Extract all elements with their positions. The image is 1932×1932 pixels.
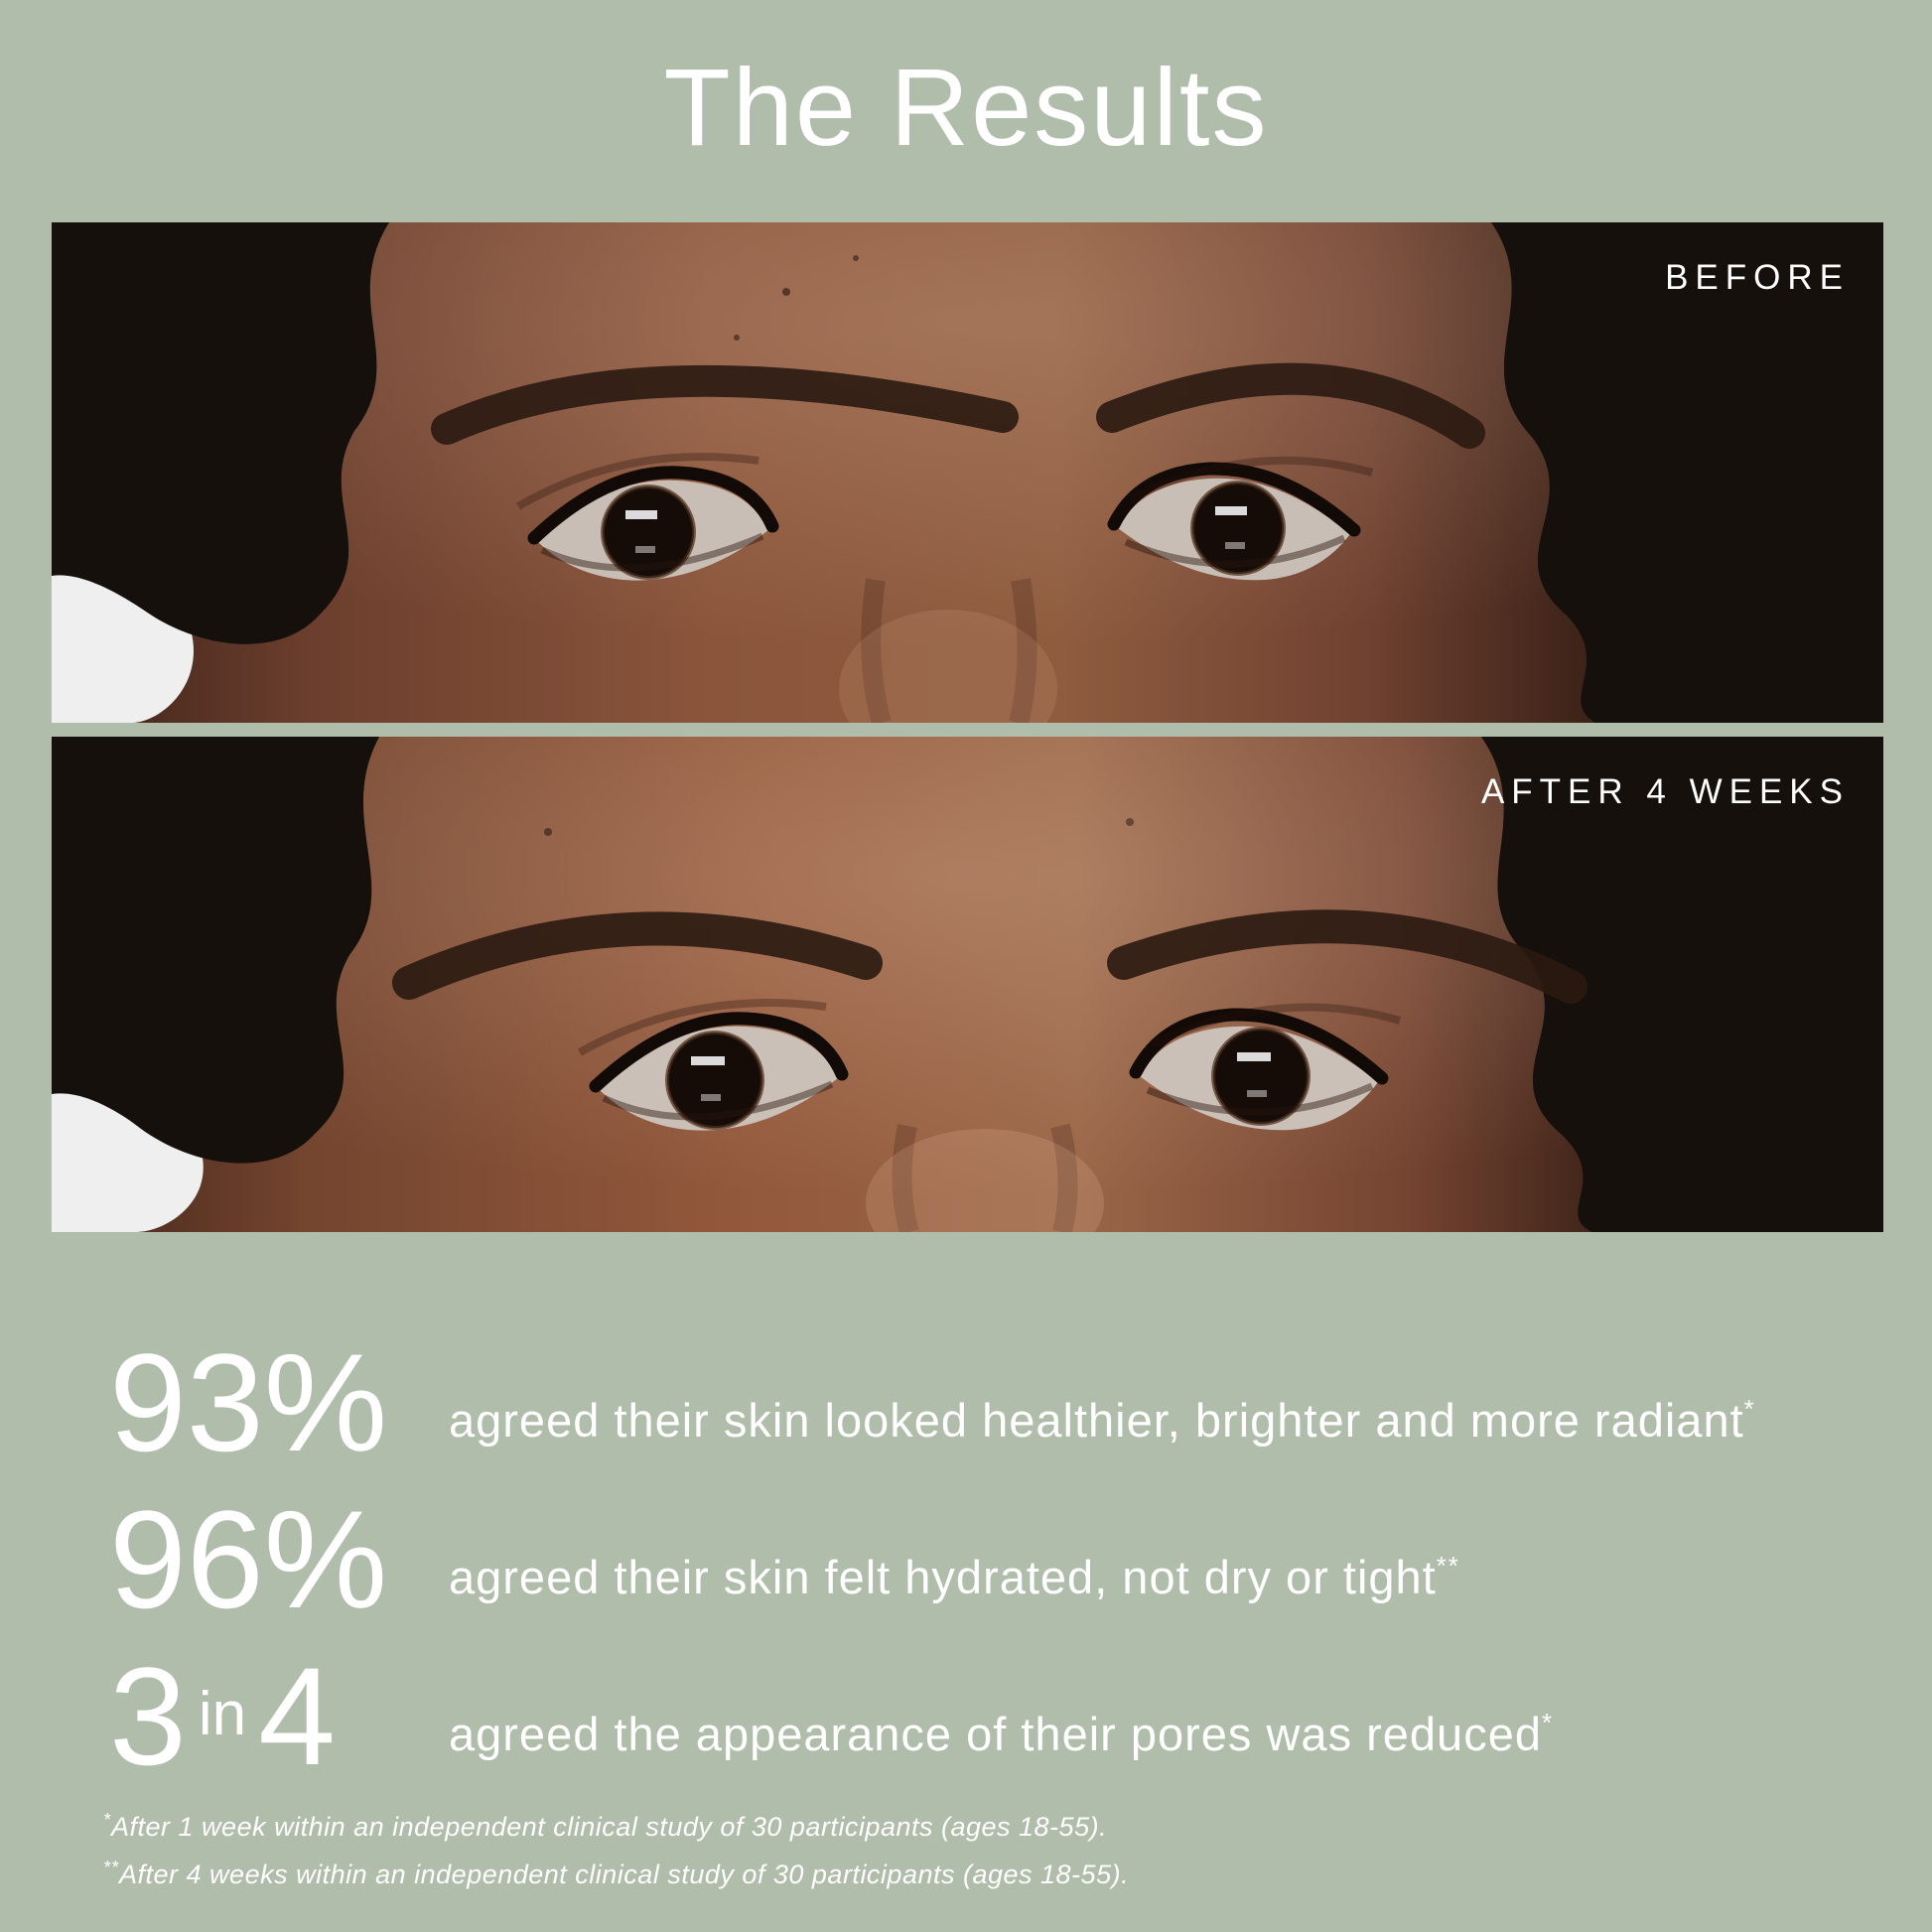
hair-right	[1481, 737, 1883, 1232]
stat-value: 96%	[109, 1479, 437, 1640]
footnotes-section: *After 1 week within an independent clin…	[103, 1805, 1129, 1900]
footnote-1: *After 1 week within an independent clin…	[103, 1805, 1129, 1853]
left-eye	[515, 453, 779, 581]
freckle	[782, 288, 790, 296]
stat-description-text: agreed the appearance of their pores was…	[449, 1708, 1542, 1760]
after-photo	[52, 737, 1883, 1232]
right-eyebrow	[1107, 909, 1587, 1004]
stat-row-hydrated-skin: 96% agreed their skin felt hydrated, not…	[109, 1479, 1857, 1637]
footnote-text: After 1 week within an independent clini…	[111, 1812, 1108, 1842]
right-eye	[1107, 456, 1374, 581]
stat-value: 93%	[109, 1322, 437, 1483]
stat-description-text: agreed their skin felt hydrated, not dry…	[449, 1551, 1437, 1603]
left-eyebrow	[392, 911, 883, 1000]
stat-number: 93%	[109, 1324, 388, 1480]
footnote-reference: *	[1743, 1395, 1756, 1424]
hair-left	[52, 222, 389, 644]
left-eyebrow	[431, 364, 1019, 445]
before-photo-panel: BEFORE	[52, 222, 1883, 723]
right-eyebrow	[1096, 362, 1485, 449]
footnote-2: **After 4 weeks within an independent cl…	[103, 1853, 1129, 1900]
before-photo	[52, 222, 1883, 723]
after-label: AFTER 4 WEEKS	[1480, 772, 1850, 811]
freckle	[1126, 818, 1134, 826]
before-label: BEFORE	[1665, 258, 1850, 297]
footnote-marker: **	[103, 1858, 120, 1877]
stats-section: 93% agreed their skin looked healthier, …	[109, 1322, 1857, 1794]
stat-row-pores-reduced: 3 in4 agreed the appearance of their pore…	[109, 1636, 1857, 1794]
stat-row-healthier-skin: 93% agreed their skin looked healthier, …	[109, 1322, 1857, 1480]
page-title: The Results	[663, 47, 1269, 169]
nose-shadow-right	[1009, 578, 1037, 723]
freckle	[853, 255, 859, 261]
stat-number: 3	[109, 1638, 187, 1794]
footnote-marker: *	[103, 1810, 112, 1830]
footnote-reference: **	[1436, 1552, 1460, 1581]
stat-description: agreed their skin looked healthier, brig…	[437, 1393, 1756, 1448]
hair-right	[1491, 222, 1883, 723]
freckle	[734, 335, 740, 341]
hair-left	[52, 737, 379, 1164]
stat-value: 3 in4	[109, 1636, 437, 1797]
footnote-reference: *	[1541, 1709, 1555, 1737]
nose-highlight	[866, 1129, 1104, 1232]
stat-number: 4	[258, 1638, 337, 1794]
nose-highlight	[839, 610, 1057, 723]
right-eye	[1129, 1003, 1402, 1131]
nose-shadow-right	[1050, 1123, 1078, 1232]
after-photo-panel: AFTER 4 WEEKS	[52, 737, 1883, 1232]
left-eye	[578, 999, 849, 1131]
nose-shadow-left	[861, 578, 892, 723]
stat-number-connector: in	[198, 1680, 247, 1748]
stat-description: agreed the appearance of their pores was…	[437, 1707, 1554, 1761]
footnote-text: After 4 weeks within an independent clin…	[119, 1860, 1130, 1889]
stat-description: agreed their skin felt hydrated, not dry…	[437, 1550, 1460, 1604]
nose-shadow-left	[892, 1123, 919, 1232]
freckle	[544, 828, 552, 836]
stat-description-text: agreed their skin looked healthier, brig…	[449, 1394, 1744, 1447]
stat-number: 96%	[109, 1481, 388, 1637]
